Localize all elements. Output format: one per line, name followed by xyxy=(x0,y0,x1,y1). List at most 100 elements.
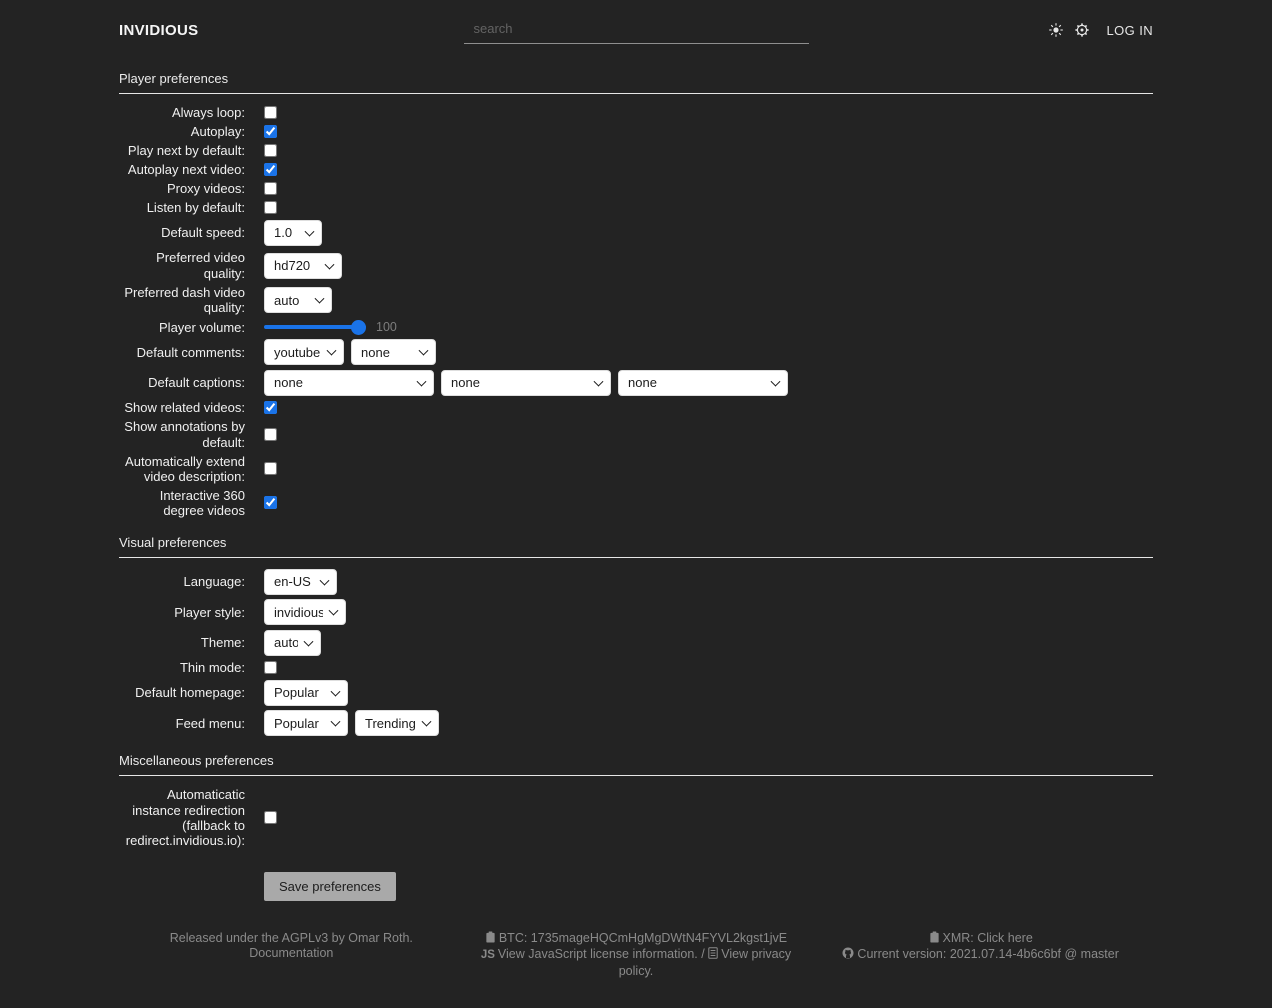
extend-description-label: Automatically extend video description: xyxy=(125,453,245,484)
pref-row-always-loop: Always loop: xyxy=(119,105,1153,120)
theme-select[interactable]: auto xyxy=(264,629,321,656)
license-text: Released under the AGPLv3 by Omar Roth. xyxy=(169,930,413,945)
proxy-videos-label: Proxy videos: xyxy=(166,181,245,197)
dash-quality-select[interactable]: auto xyxy=(264,287,332,314)
pref-row-thin-mode: Thin mode: xyxy=(119,660,1153,675)
page-footer: Released under the AGPLv3 by Omar Roth. … xyxy=(119,931,1153,1002)
page-container: INVIDIOUS xyxy=(119,0,1153,1002)
theme-toggle-sun-icon[interactable] xyxy=(1048,23,1063,37)
related-videos-checkbox[interactable] xyxy=(264,401,277,415)
misc-preferences-heading: Miscellaneous preferences xyxy=(119,753,1153,777)
always-loop-checkbox[interactable] xyxy=(264,106,277,120)
js-license-link[interactable]: View JavaScript license information. xyxy=(497,947,698,962)
proxy-videos-checkbox[interactable] xyxy=(264,182,277,196)
github-icon xyxy=(842,947,854,964)
thin-mode-label: Thin mode: xyxy=(179,660,245,676)
autoplay-checkbox[interactable] xyxy=(264,125,277,139)
player-volume-slider[interactable] xyxy=(264,325,366,330)
default-comments-label: Default comments: xyxy=(136,344,245,360)
pref-row-feed-menu: Feed menu: Popular Trending xyxy=(119,710,1153,737)
pref-row-play-next: Play next by default: xyxy=(119,143,1153,158)
interactive-360-checkbox[interactable] xyxy=(264,496,277,510)
feed-menu-second-select[interactable]: Trending xyxy=(355,710,439,737)
thin-mode-checkbox[interactable] xyxy=(264,661,277,675)
privacy-file-icon xyxy=(708,947,718,964)
play-next-checkbox[interactable] xyxy=(264,144,277,158)
comments-fallback-select[interactable]: none xyxy=(351,339,436,366)
captions-second-select[interactable]: none xyxy=(441,369,611,396)
documentation-link[interactable]: Documentation xyxy=(249,946,334,961)
annotations-label: Show annotations by default: xyxy=(124,419,245,450)
player-preferences-heading: Player preferences xyxy=(119,71,1153,94)
pref-row-360-videos: Interactive 360 degree videos xyxy=(119,488,1153,518)
pref-row-listen-default: Listen by default: xyxy=(119,200,1153,215)
log-in-link[interactable]: LOG IN xyxy=(1106,22,1153,38)
visual-preferences-heading: Visual preferences xyxy=(119,535,1153,558)
autoplay-next-checkbox[interactable] xyxy=(264,163,277,177)
language-select[interactable]: en-US xyxy=(264,568,337,595)
pref-row-player-volume: Player volume: 100 xyxy=(119,320,1153,335)
listen-default-checkbox[interactable] xyxy=(264,201,277,215)
video-quality-label: Preferred video quality: xyxy=(156,250,245,281)
btc-address-link[interactable]: BTC: 1735mageHQCmHgMgDWtN4FYVL2kgst1jvE xyxy=(498,930,788,945)
privacy-policy-link[interactable]: View privacy policy. xyxy=(618,947,792,979)
dash-quality-label: Preferred dash video quality: xyxy=(124,285,245,316)
version-link[interactable]: 2021.07.14-4b6c6bf @ master xyxy=(949,947,1119,962)
extend-description-checkbox[interactable] xyxy=(264,462,277,476)
top-navbar: INVIDIOUS xyxy=(119,0,1153,54)
default-speed-label: Default speed: xyxy=(161,225,245,241)
footer-donate-column: BTC: 1735mageHQCmHgMgDWtN4FYVL2kgst1jvE … xyxy=(464,931,809,980)
captions-first-select[interactable]: none xyxy=(264,369,434,396)
pref-row-auto-redirect: Automaticatic instance redirection (fall… xyxy=(119,787,1153,848)
preferences-gear-icon[interactable] xyxy=(1074,23,1089,37)
autoplay-next-label: Autoplay next video: xyxy=(127,162,245,178)
player-volume-value: 100 xyxy=(376,320,397,335)
player-style-select[interactable]: invidious xyxy=(264,599,346,626)
default-homepage-select[interactable]: Popular xyxy=(264,679,348,706)
version-prefix: Current version: xyxy=(857,947,950,962)
visual-preferences-section: Language: en-US Player style: invidious xyxy=(119,568,1153,737)
pref-row-dash-quality: Preferred dash video quality: auto xyxy=(119,285,1153,315)
clipboard-icon xyxy=(929,931,940,948)
play-next-label: Play next by default: xyxy=(127,143,245,159)
auto-redirect-checkbox[interactable] xyxy=(264,811,277,825)
pref-row-player-style: Player style: invidious xyxy=(119,599,1153,626)
pref-row-theme: Theme: auto xyxy=(119,629,1153,656)
pref-row-language: Language: en-US xyxy=(119,568,1153,595)
comments-primary-select[interactable]: youtube xyxy=(264,339,344,366)
clipboard-icon xyxy=(485,931,496,948)
pref-row-default-speed: Default speed: 1.0 xyxy=(119,219,1153,246)
misc-preferences-section: Automaticatic instance redirection (fall… xyxy=(119,787,1153,901)
pref-row-default-comments: Default comments: youtube none xyxy=(119,339,1153,366)
invidious-logo[interactable]: INVIDIOUS xyxy=(119,21,199,39)
footer-license-column: Released under the AGPLv3 by Omar Roth. … xyxy=(119,931,464,980)
auto-redirect-label: Automaticatic instance redirection (fall… xyxy=(125,787,245,848)
pref-row-extend-description: Automatically extend video description: xyxy=(119,454,1153,484)
save-preferences-button[interactable]: Save preferences xyxy=(264,871,396,901)
language-label: Language: xyxy=(183,574,245,590)
footer-version-column: XMR: Click here Current version: 2021.07… xyxy=(808,931,1153,980)
javascript-icon: JS xyxy=(480,949,495,962)
pref-row-autoplay: Autoplay: xyxy=(119,124,1153,139)
feed-menu-label: Feed menu: xyxy=(175,715,245,731)
default-speed-select[interactable]: 1.0 xyxy=(264,219,322,246)
navbar-right: LOG IN xyxy=(809,23,1154,38)
interactive-360-label: Interactive 360 degree videos xyxy=(159,487,245,518)
pref-row-related-videos: Show related videos: xyxy=(119,400,1153,415)
xmr-link[interactable]: XMR: Click here xyxy=(942,930,1033,945)
video-quality-select[interactable]: hd720 xyxy=(264,252,342,279)
player-preferences-section: Always loop: Autoplay: Play next by defa… xyxy=(119,105,1153,518)
player-style-label: Player style: xyxy=(174,604,245,620)
footer-separator: / xyxy=(697,947,709,962)
feed-menu-first-select[interactable]: Popular xyxy=(264,710,348,737)
search-input[interactable] xyxy=(463,16,809,44)
player-volume-label: Player volume: xyxy=(159,319,245,335)
save-row: Save preferences xyxy=(119,871,1153,901)
pref-row-annotations: Show annotations by default: xyxy=(119,419,1153,450)
default-homepage-label: Default homepage: xyxy=(135,685,245,701)
pref-row-video-quality: Preferred video quality: hd720 xyxy=(119,250,1153,281)
theme-label: Theme: xyxy=(200,635,245,651)
captions-third-select[interactable]: none xyxy=(618,369,788,396)
pref-row-autoplay-next: Autoplay next video: xyxy=(119,162,1153,177)
annotations-checkbox[interactable] xyxy=(264,428,277,442)
